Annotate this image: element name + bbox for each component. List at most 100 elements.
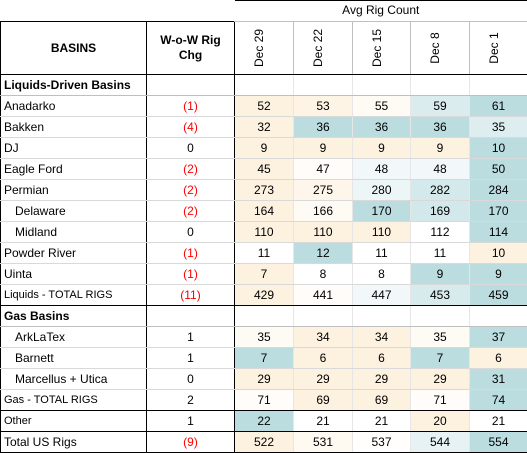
rig-count-cell: 35: [470, 116, 527, 137]
rig-count-cell: 36: [294, 116, 353, 137]
rig-count-cell: 12: [294, 242, 353, 263]
rig-count-cell: 50: [470, 158, 527, 179]
rig-count-cell: 21: [294, 410, 353, 431]
rig-count-cell: 36: [411, 116, 470, 137]
rig-count-cell: 544: [411, 431, 470, 452]
rig-count-cell: 6: [353, 347, 411, 368]
rig-count-cell: 47: [294, 158, 353, 179]
rig-count-cell: 554: [470, 431, 527, 452]
rig-count-cell: 35: [235, 326, 294, 347]
basin-name: DJ: [1, 137, 147, 158]
rig-count-cell: 71: [411, 389, 470, 410]
rig-count-cell: 282: [411, 179, 470, 200]
date-header: Dec 1: [487, 21, 501, 74]
rig-count-cell: 531: [294, 431, 353, 452]
rig-count-cell: 273: [235, 179, 294, 200]
rig-count-cell: 170: [470, 200, 527, 221]
wow-change-cell: 1: [147, 347, 235, 368]
total-label-suffix: - TOTAL RIGS: [39, 289, 113, 301]
wow-change-cell: (2): [147, 179, 235, 200]
basin-name: Powder River: [1, 242, 147, 263]
basin-name: Delaware: [1, 200, 147, 221]
rig-count-cell: 34: [353, 326, 411, 347]
rig-count-cell: 170: [353, 200, 411, 221]
rig-count-cell: 61: [470, 95, 527, 116]
rig-count-cell: 537: [353, 431, 411, 452]
rig-count-cell: 166: [294, 200, 353, 221]
rig-count-cell: 9: [411, 137, 470, 158]
wow-change-cell: 1: [147, 410, 235, 431]
rig-count-cell: 114: [470, 221, 527, 242]
rig-count-cell: 275: [294, 179, 353, 200]
date-header: Dec 22: [311, 21, 325, 74]
rig-count-cell: 53: [294, 95, 353, 116]
basin-name: Other: [1, 410, 147, 431]
rig-count-cell: 9: [235, 137, 294, 158]
rig-count-cell: 29: [235, 368, 294, 389]
basin-name: Bakken: [1, 116, 147, 137]
rig-count-cell: 9: [294, 137, 353, 158]
rig-count-cell: 36: [353, 116, 411, 137]
rig-count-cell: 10: [470, 137, 527, 158]
section-header-row: Liquids-Driven Basins: [1, 74, 527, 95]
wow-change-cell: 2: [147, 389, 235, 410]
rig-count-cell: 280: [353, 179, 411, 200]
wow-change-cell: (9): [147, 431, 235, 452]
section-title: Liquids-Driven Basins: [1, 74, 147, 95]
rig-count-cell: 110: [294, 221, 353, 242]
rig-count-cell: 22: [235, 410, 294, 431]
rig-count-cell: 20: [411, 410, 470, 431]
rig-count-cell: 7: [235, 347, 294, 368]
rig-count-cell: 29: [411, 368, 470, 389]
wow-change-cell: 0: [147, 368, 235, 389]
rig-count-cell: 55: [353, 95, 411, 116]
basin-name: Barnett: [1, 347, 147, 368]
date-header: Dec 15: [370, 21, 384, 74]
section-header-row: Gas Basins: [1, 305, 527, 326]
total-label: Gas - TOTAL RIGS: [1, 389, 147, 410]
total-label: Total US Rigs: [1, 431, 147, 452]
rig-count-cell: 284: [470, 179, 527, 200]
rig-count-cell: 11: [235, 242, 294, 263]
total-label-prefix: Liquids: [4, 289, 39, 301]
rig-count-cell: 8: [294, 263, 353, 284]
rig-count-cell: 8: [353, 263, 411, 284]
rig-count-cell: 74: [470, 389, 527, 410]
rig-count-cell: 6: [294, 347, 353, 368]
wow-change-cell: (4): [147, 116, 235, 137]
basins-column-header: BASINS: [1, 21, 147, 74]
rig-count-cell: 11: [411, 242, 470, 263]
rig-count-cell: 10: [470, 242, 527, 263]
rig-count-cell: 48: [411, 158, 470, 179]
wow-change-cell: 0: [147, 221, 235, 242]
rig-count-cell: 69: [353, 389, 411, 410]
section-title: Gas Basins: [1, 305, 147, 326]
total-label: Liquids - TOTAL RIGS: [1, 284, 147, 305]
rig-count-cell: 34: [294, 326, 353, 347]
rig-count-cell: 112: [411, 221, 470, 242]
wow-change-cell: (1): [147, 263, 235, 284]
wow-change-cell: (1): [147, 242, 235, 263]
rig-count-cell: 169: [411, 200, 470, 221]
rig-count-cell: 21: [470, 410, 527, 431]
rig-count-cell: 459: [470, 284, 527, 305]
basin-name: Uinta: [1, 263, 147, 284]
rig-count-cell: 32: [235, 116, 294, 137]
rig-count-cell: 522: [235, 431, 294, 452]
wow-change-cell: 1: [147, 326, 235, 347]
rig-count-cell: 21: [353, 410, 411, 431]
rig-count-cell: 29: [353, 368, 411, 389]
rig-count-cell: 6: [470, 347, 527, 368]
rig-count-cell: 69: [294, 389, 353, 410]
rig-count-cell: 71: [235, 389, 294, 410]
